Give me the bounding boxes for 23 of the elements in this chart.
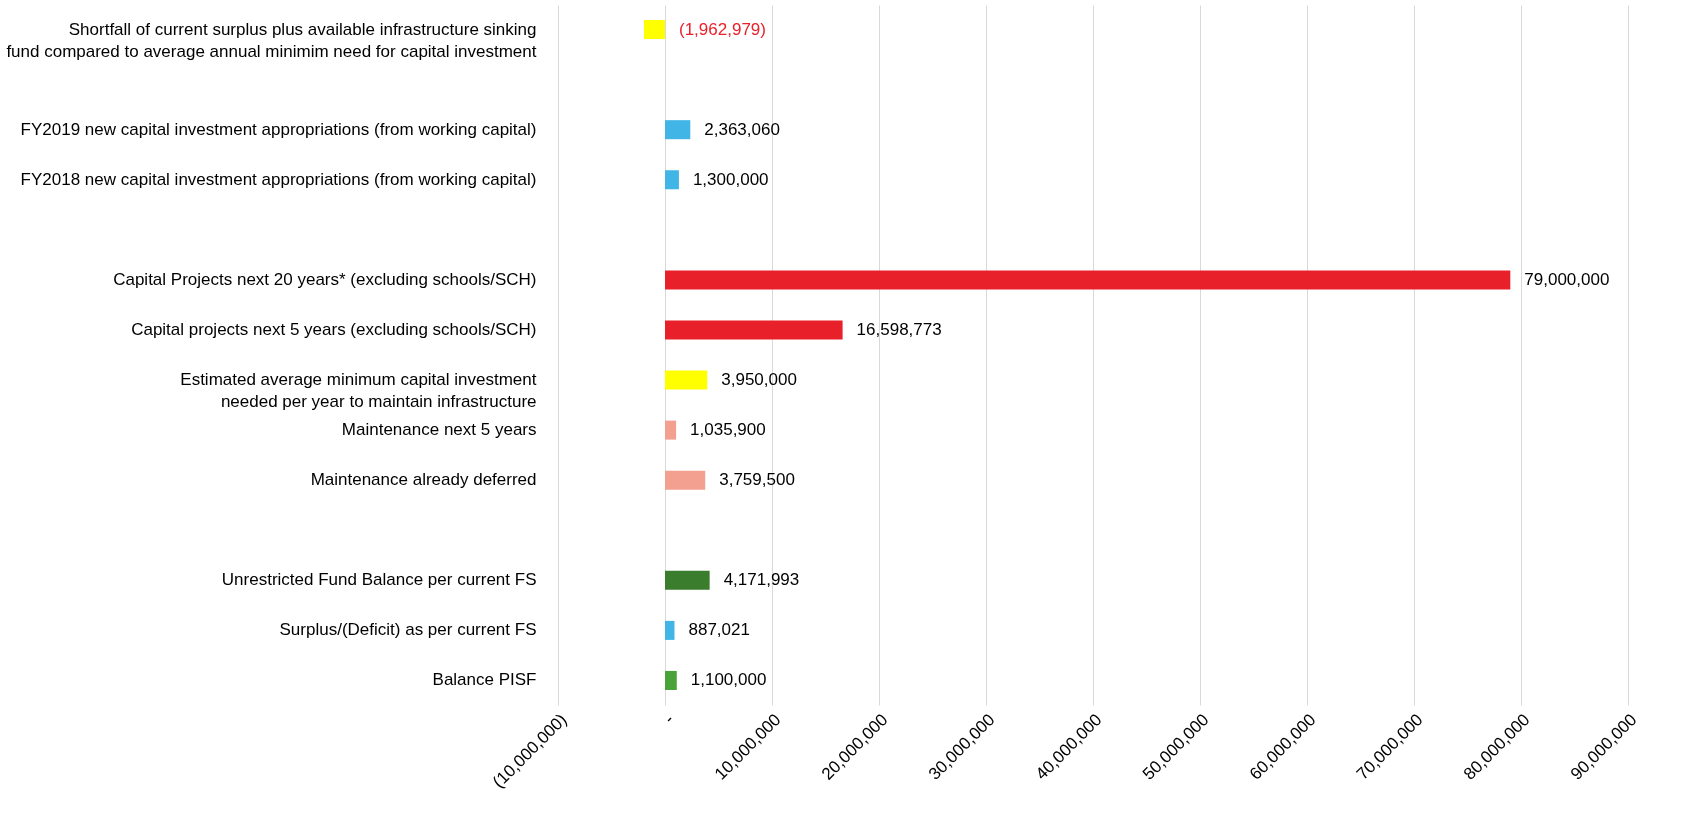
y-tick-label: Capital Projects next 20 years* (excluding schools/SCH) (113, 269, 537, 289)
data-label: 1,035,900 (690, 420, 766, 440)
y-tick-label: Maintenance next 5 years (341, 420, 537, 440)
y-tick-label: FY2019 new capital investment appropriations (from working capital) (20, 119, 537, 139)
data-label: (1,962,979) (679, 19, 766, 39)
data-label: 2,363,060 (704, 119, 780, 139)
y-tick-label: Surplus/(Deficit) as per current FS (279, 620, 537, 640)
data-label: 16,598,773 (856, 319, 942, 339)
data-label: 3,950,000 (721, 370, 797, 390)
y-tick-label: Capital projects next 5 years (excluding schools/SCH) (131, 319, 537, 339)
y-tick-label: Maintenance already deferred (310, 470, 537, 490)
data-label: 1,300,000 (692, 169, 769, 189)
data-label: 79,000,000 (1524, 269, 1610, 289)
y-tick-label: Unrestricted Fund Balance per current FS (221, 570, 537, 590)
y-tick-label: Balance PISF (432, 670, 537, 690)
y-tick-label: Shortfall of current surplus plus available infrastructure sinking fund compared to average annual minimim need for capital investment (6, 19, 537, 61)
data-label: 3,759,500 (719, 470, 795, 490)
y-tick-label: FY2018 new capital investment appropriations (from working capital) (20, 169, 537, 189)
data-label: 4,171,993 (723, 570, 800, 590)
data-label: 887,021 (688, 620, 750, 640)
y-tick-label: Estimated average minimum capital investment needed per year to maintain infrastructure (180, 370, 537, 412)
data-label: 1,100,000 (690, 670, 767, 690)
x-tick-label: - (660, 710, 678, 728)
